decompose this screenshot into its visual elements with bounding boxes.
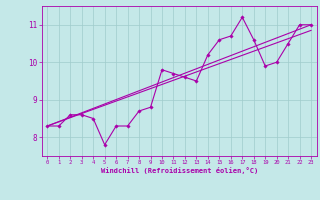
X-axis label: Windchill (Refroidissement éolien,°C): Windchill (Refroidissement éolien,°C) [100, 167, 258, 174]
